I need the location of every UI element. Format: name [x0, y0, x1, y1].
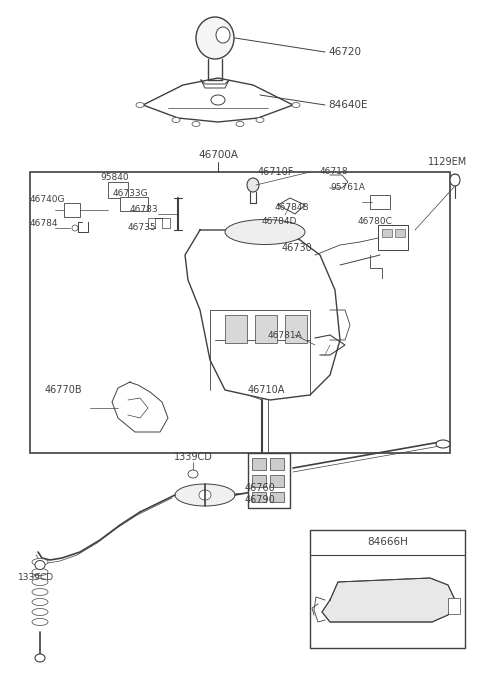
Text: 95840: 95840 [100, 174, 129, 183]
Ellipse shape [236, 122, 244, 126]
Ellipse shape [32, 559, 48, 566]
Text: 84640E: 84640E [328, 100, 368, 110]
Text: 46780C: 46780C [358, 218, 393, 227]
Ellipse shape [436, 440, 450, 448]
Ellipse shape [32, 578, 48, 585]
Ellipse shape [192, 122, 200, 126]
Ellipse shape [450, 174, 460, 186]
Ellipse shape [35, 560, 45, 569]
Ellipse shape [199, 490, 211, 500]
Bar [252, 458, 266, 470]
Text: 46760: 46760 [245, 483, 276, 493]
Bar [225, 315, 247, 343]
Ellipse shape [225, 220, 305, 245]
Bar [370, 195, 390, 209]
Ellipse shape [175, 484, 235, 506]
Text: 95761A: 95761A [330, 183, 365, 192]
Ellipse shape [216, 27, 230, 43]
Ellipse shape [32, 598, 48, 605]
Text: 46718: 46718 [320, 167, 348, 177]
Bar [248, 453, 290, 508]
Ellipse shape [172, 117, 180, 122]
Bar [120, 197, 148, 211]
Bar [382, 229, 392, 237]
Ellipse shape [32, 589, 48, 596]
Text: 46784B: 46784B [275, 202, 310, 211]
Text: 46733G: 46733G [113, 188, 149, 197]
Text: 46730: 46730 [282, 243, 313, 253]
Bar [252, 475, 266, 487]
Ellipse shape [32, 609, 48, 616]
Text: 46710A: 46710A [248, 385, 286, 395]
Bar [448, 598, 460, 614]
Ellipse shape [247, 178, 259, 192]
Text: 1339CD: 1339CD [18, 573, 54, 582]
Bar [270, 492, 284, 502]
Text: 46790: 46790 [245, 495, 276, 505]
Text: 46700A: 46700A [198, 150, 238, 160]
Polygon shape [322, 578, 455, 622]
Text: 46720: 46720 [328, 47, 361, 57]
Text: 46784: 46784 [30, 218, 59, 227]
Bar [395, 229, 405, 237]
Text: 46710F: 46710F [258, 167, 294, 177]
Text: 46781A: 46781A [268, 331, 303, 339]
Bar [30, 172, 450, 453]
Ellipse shape [136, 102, 144, 108]
Bar [270, 475, 284, 487]
Ellipse shape [32, 569, 48, 575]
Bar [64, 203, 80, 217]
Ellipse shape [35, 654, 45, 662]
Text: 46770B: 46770B [45, 385, 83, 395]
Text: 1339CD: 1339CD [174, 452, 213, 462]
Text: 46784D: 46784D [262, 218, 298, 227]
Ellipse shape [211, 95, 225, 105]
Text: 46783: 46783 [130, 206, 158, 215]
Bar [310, 530, 465, 648]
Ellipse shape [196, 17, 234, 59]
Text: 1129EM: 1129EM [428, 157, 467, 167]
Bar [108, 182, 128, 198]
Ellipse shape [188, 470, 198, 478]
Ellipse shape [256, 117, 264, 122]
Bar [378, 225, 408, 250]
Bar [270, 458, 284, 470]
Ellipse shape [72, 225, 78, 231]
Text: 46740G: 46740G [30, 195, 65, 204]
Ellipse shape [292, 102, 300, 108]
Bar [255, 315, 277, 343]
Text: 84666H: 84666H [368, 537, 408, 547]
Text: 46735: 46735 [128, 224, 156, 233]
Ellipse shape [32, 619, 48, 626]
Bar [285, 315, 307, 343]
Bar [252, 492, 266, 502]
